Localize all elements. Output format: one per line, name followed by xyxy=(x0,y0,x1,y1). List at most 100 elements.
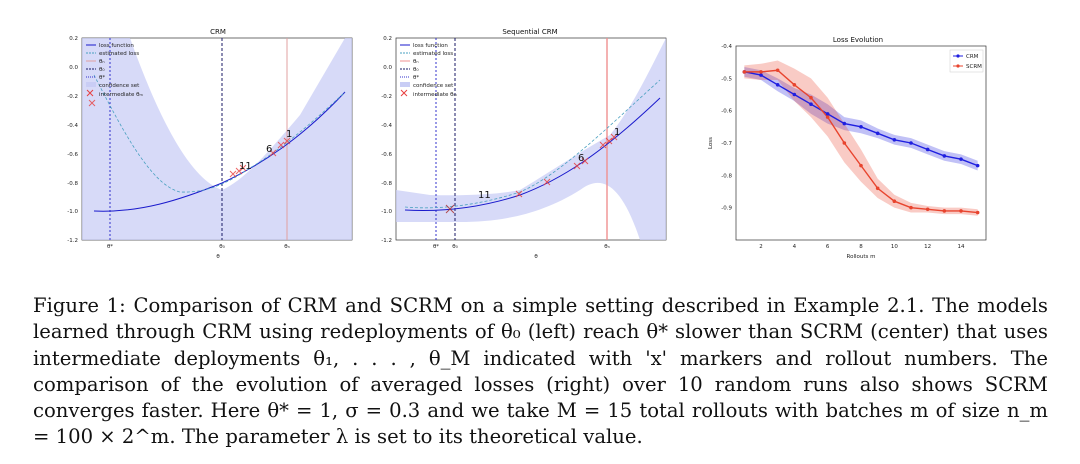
crm-intermediate-markers xyxy=(88,99,291,178)
svg-text:intermediate θₘ: intermediate θₘ xyxy=(413,92,458,98)
crm-point xyxy=(909,141,913,145)
loss-chart-xlabel: Rollouts m xyxy=(847,254,876,260)
scrm-legend: loss function estimated loss θₙ θ₀ θ* co… xyxy=(400,43,458,98)
crm-legend: loss function estimated loss θₙ θ₀ θ* co… xyxy=(86,43,144,98)
figure-graphics: CRM 11 6 1 loss function estimated loss … xyxy=(67,28,987,260)
crm-point xyxy=(925,147,930,152)
crm-point xyxy=(759,73,763,77)
svg-text:θ*: θ* xyxy=(433,244,439,250)
crm-band xyxy=(744,67,978,171)
loss-xtick: 14 xyxy=(958,244,965,250)
svg-text:θ₀: θ₀ xyxy=(219,244,225,250)
crm-point xyxy=(875,131,880,136)
scrm-point xyxy=(859,163,863,168)
svg-text:0.0: 0.0 xyxy=(69,65,78,71)
svg-text:confidence set: confidence set xyxy=(413,83,454,89)
svg-text:estimated loss: estimated loss xyxy=(413,51,453,57)
crm-annotation-11: 11 xyxy=(239,161,252,172)
svg-text:θₙ: θₙ xyxy=(413,59,419,65)
svg-text:intermediate θₘ: intermediate θₘ xyxy=(99,92,144,98)
scrm-yticks: 0.2 0.0 -0.2 -0.4 -0.6 -0.8 -1.0 -1.2 xyxy=(381,36,392,244)
svg-text:θ₀: θ₀ xyxy=(99,67,105,73)
crm-point xyxy=(775,83,780,87)
crm-xlabel: θ xyxy=(216,254,220,260)
scrm-point xyxy=(975,210,980,215)
scrm-point xyxy=(759,70,763,74)
svg-text:-0.4: -0.4 xyxy=(67,123,78,129)
svg-text:-0.6: -0.6 xyxy=(381,152,392,158)
crm-point xyxy=(809,102,813,106)
svg-text:θ₀: θ₀ xyxy=(452,244,458,250)
svg-text:-0.8: -0.8 xyxy=(381,181,392,187)
svg-text:loss function: loss function xyxy=(413,43,448,49)
svg-text:θₙ: θₙ xyxy=(284,244,290,250)
loss-ytick: -0.7 xyxy=(721,141,732,147)
crm-point xyxy=(792,92,797,97)
scrm-point xyxy=(959,209,963,213)
scrm-point xyxy=(925,207,930,212)
crm-point xyxy=(892,137,897,142)
loss-xtick: 12 xyxy=(924,244,931,250)
scrm-point xyxy=(792,83,797,87)
svg-text:-0.4: -0.4 xyxy=(381,123,392,129)
svg-text:θ*: θ* xyxy=(107,244,113,250)
svg-text:-1.0: -1.0 xyxy=(67,209,78,215)
scrm-estimated-loss xyxy=(404,79,661,209)
svg-text:-1.2: -1.2 xyxy=(67,238,78,244)
scrm-point xyxy=(809,95,813,100)
scrm-title: Sequential CRM xyxy=(502,28,557,36)
crm-annotation-6: 6 xyxy=(266,144,272,155)
scrm-point xyxy=(909,205,913,210)
svg-text:0.2: 0.2 xyxy=(383,36,392,42)
loss-xtick: 2 xyxy=(759,244,763,250)
scrm-point xyxy=(775,68,780,73)
crm-point xyxy=(842,121,847,126)
svg-text:θₙ: θₙ xyxy=(604,244,610,250)
loss-evolution-chart: Loss Evolution -0.4-0.5-0.6-0.7-0.8-0.9 … xyxy=(708,36,987,260)
loss-ytick: -0.6 xyxy=(721,109,732,115)
legend-crm: CRM xyxy=(966,54,979,60)
svg-text:0.2: 0.2 xyxy=(69,36,78,42)
svg-text:θ₀: θ₀ xyxy=(413,67,419,73)
crm-yticks: 0.2 0.0 -0.2 -0.4 -0.6 -0.8 -1.0 -1.2 xyxy=(67,36,78,244)
scrm-point xyxy=(942,209,947,213)
svg-text:-1.0: -1.0 xyxy=(381,209,392,215)
crm-confidence-set xyxy=(82,38,352,240)
svg-text:-0.2: -0.2 xyxy=(67,94,78,100)
svg-text:-1.2: -1.2 xyxy=(381,238,392,244)
scrm-xticks: θ* θ₀ θₙ xyxy=(433,244,610,250)
crm-point xyxy=(859,125,863,129)
loss-xtick: 8 xyxy=(859,244,863,250)
scrm-point xyxy=(875,186,880,191)
svg-text:θ*: θ* xyxy=(413,75,419,81)
svg-text:θ*: θ* xyxy=(99,75,105,81)
legend-scrm: SCRM xyxy=(966,64,982,70)
loss-chart-ylabel: Loss xyxy=(708,137,714,149)
crm-point xyxy=(975,163,980,168)
svg-text:confidence set: confidence set xyxy=(99,83,140,89)
loss-chart-axes xyxy=(735,45,987,241)
scrm-point xyxy=(825,115,830,119)
crm-xticks: θ* θ₀ θₙ xyxy=(107,244,290,250)
svg-text:-0.6: -0.6 xyxy=(67,152,78,158)
crm-loss-curve xyxy=(93,91,346,212)
svg-text:θₙ: θₙ xyxy=(99,59,105,65)
svg-text:loss function: loss function xyxy=(99,43,134,49)
loss-ytick: -0.8 xyxy=(721,173,732,179)
figure-caption: Figure 1: Comparison of CRM and SCRM on … xyxy=(33,294,1048,449)
loss-ytick: -0.5 xyxy=(721,76,732,82)
scrm-point xyxy=(842,141,847,145)
scrm-panel: Sequential CRM 11 6 1 loss function esti… xyxy=(381,28,667,260)
svg-text:-0.8: -0.8 xyxy=(67,181,78,187)
loss-chart-legend: CRM SCRM xyxy=(949,49,984,73)
scrm-annotation-6: 6 xyxy=(578,153,584,164)
loss-ytick: -0.9 xyxy=(721,206,732,212)
scrm-annotation-1: 1 xyxy=(614,127,620,138)
loss-xtick: 10 xyxy=(891,244,898,250)
svg-text:estimated loss: estimated loss xyxy=(99,51,139,57)
scrm-point xyxy=(892,199,897,203)
scrm-intermediate-markers xyxy=(445,133,618,214)
loss-ytick: -0.4 xyxy=(721,44,732,50)
crm-point xyxy=(959,157,963,161)
loss-xtick: 6 xyxy=(826,244,830,250)
